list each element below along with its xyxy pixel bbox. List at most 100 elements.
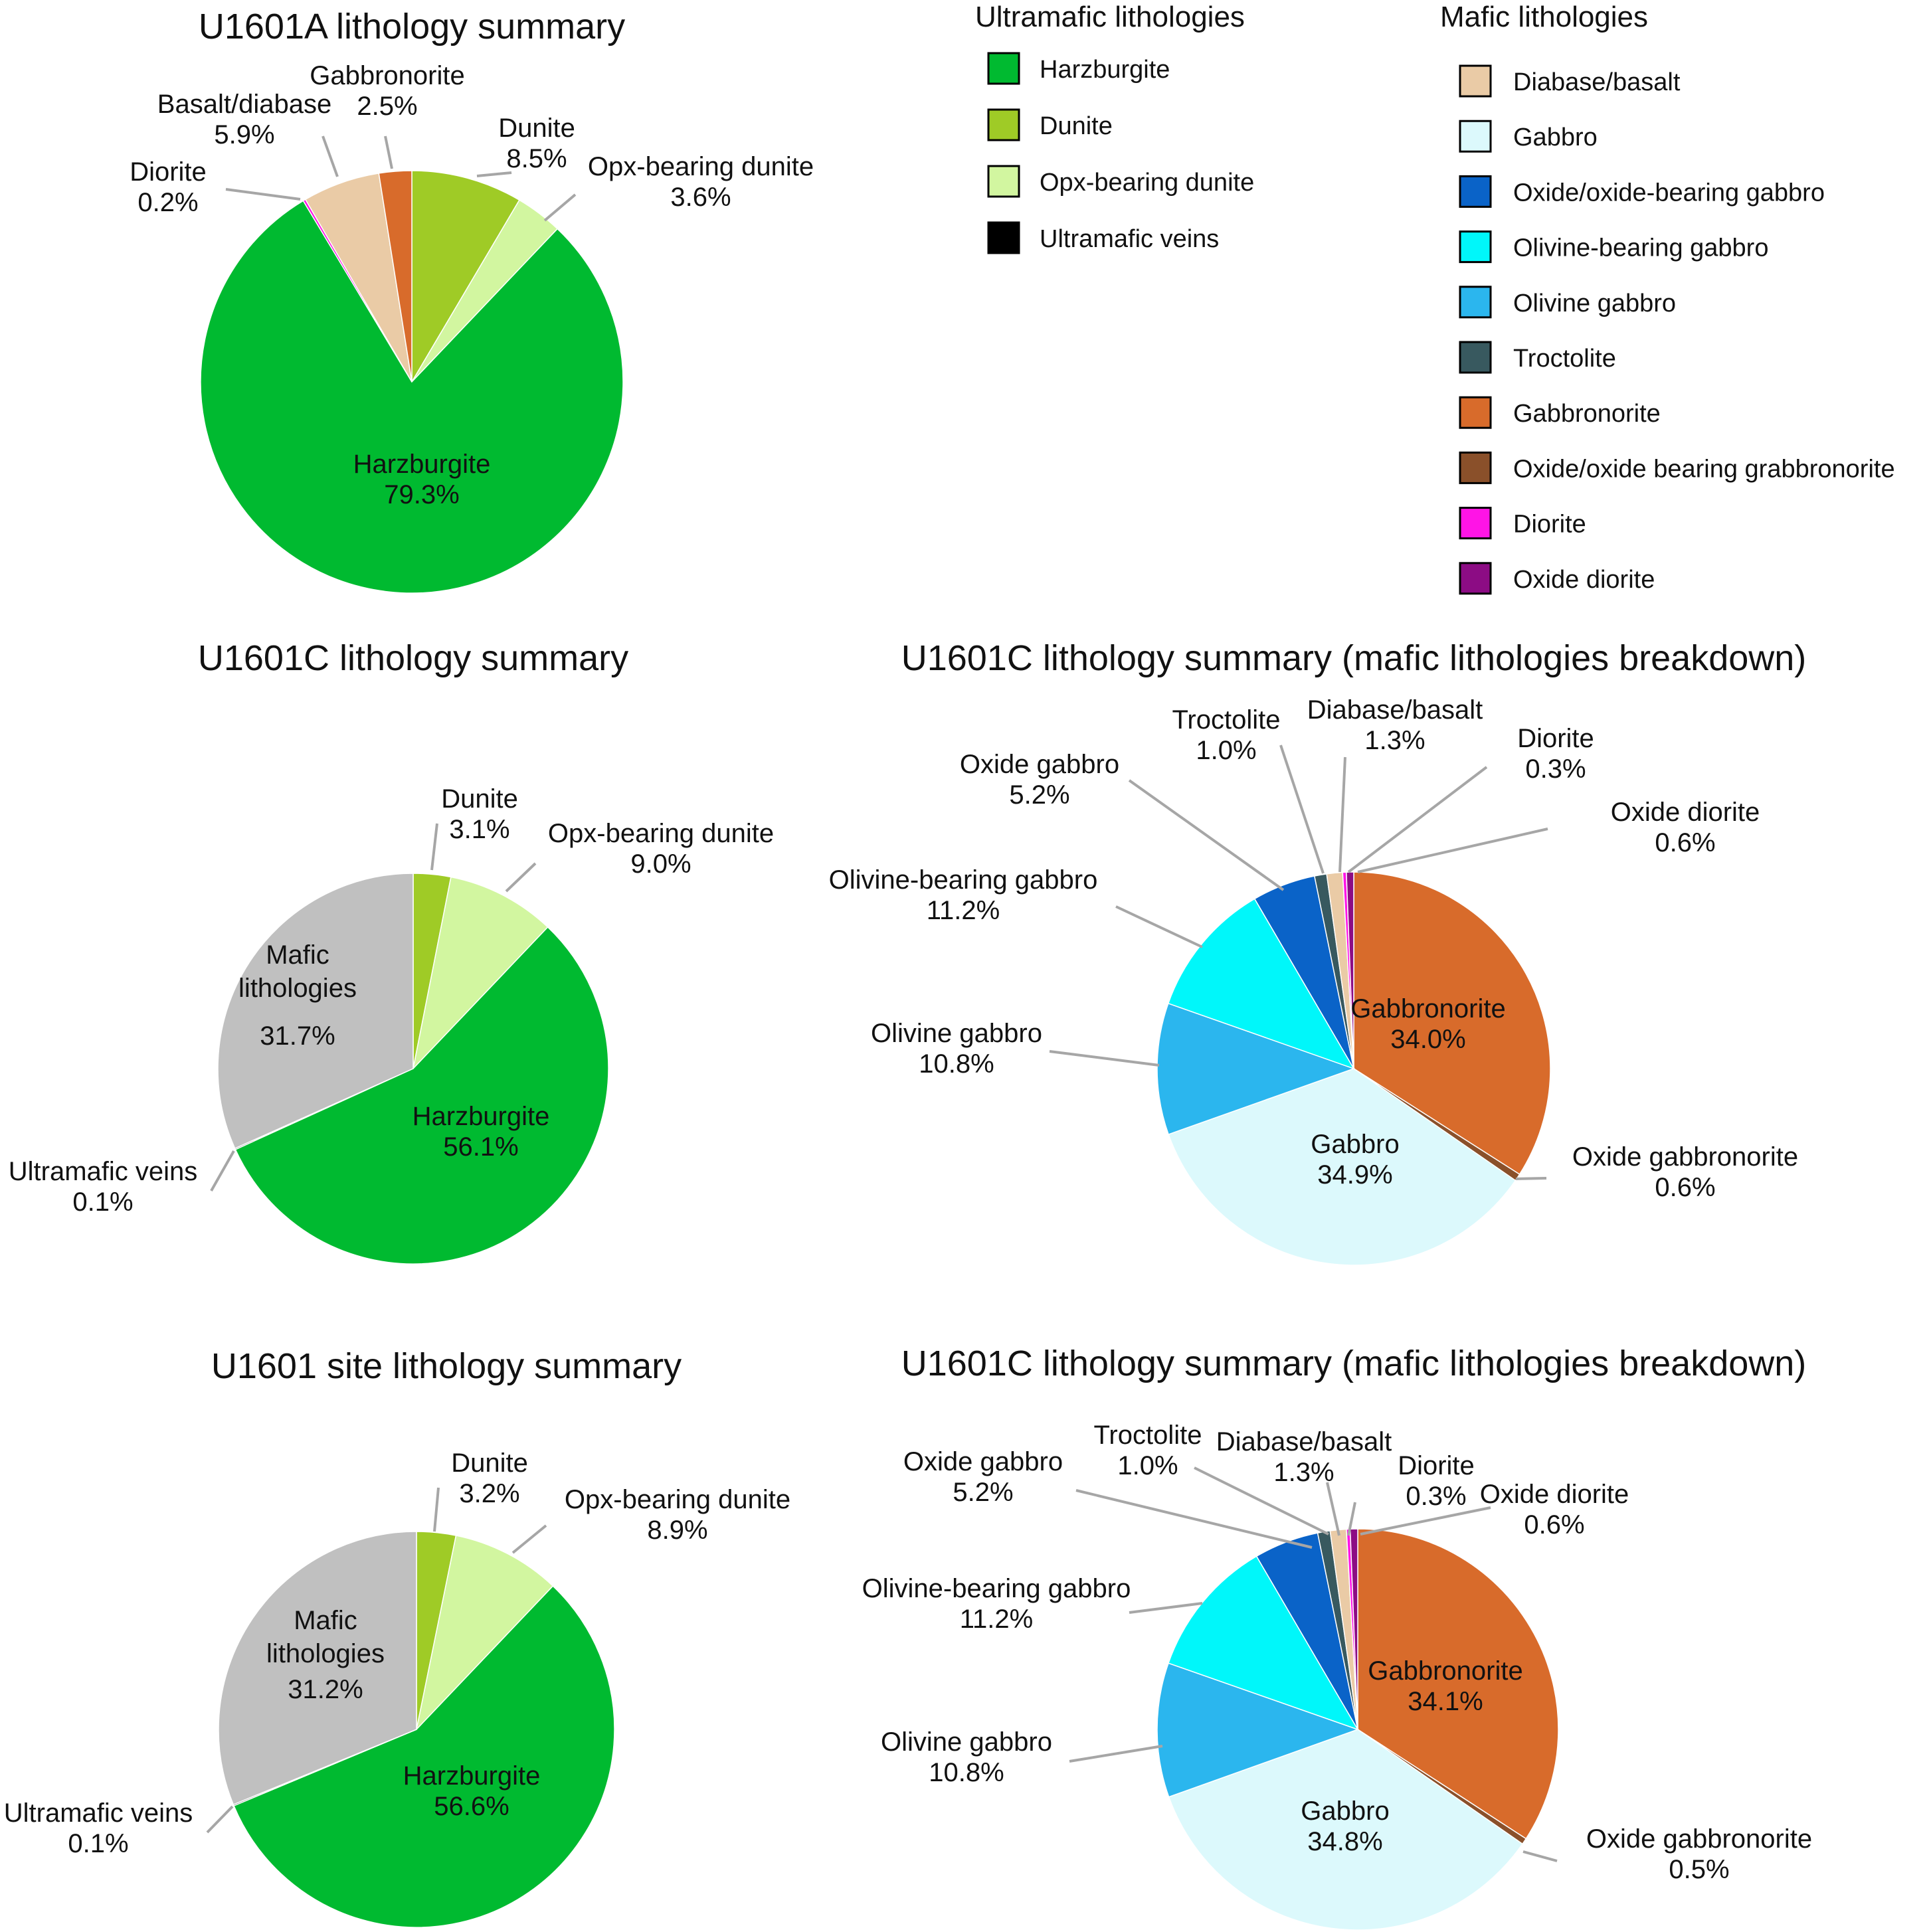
legend-item-oxide-oxide-bearing-grabbronorite: Oxide/oxide bearing grabbronorite — [1459, 451, 1895, 484]
leader-line — [433, 1487, 440, 1532]
slice-value: 34.1% — [1408, 1687, 1483, 1716]
slice-name: Mafic — [266, 940, 329, 970]
leader-line — [322, 135, 339, 177]
slice-name: Olivine gabbro — [881, 1727, 1052, 1757]
chart-title: U1601 site lithology summary — [211, 1346, 682, 1386]
slice-value: 31.2% — [288, 1675, 363, 1704]
slice-value: 34.9% — [1317, 1160, 1392, 1189]
pie-slice-mafic-lithologies — [218, 1531, 417, 1806]
leader-line — [1522, 1850, 1558, 1862]
legend-label: Opx-bearing dunite — [1040, 169, 1254, 197]
slice-name: Diabase/basalt — [1307, 695, 1483, 725]
legends: Ultramafic lithologies Harzburgite Dunite O… — [975, 1, 1895, 595]
leader-line — [1075, 1489, 1313, 1549]
pie-slice-mafic-lithologies — [217, 873, 414, 1150]
leader-line — [210, 1150, 235, 1191]
legend-swatch — [987, 221, 1020, 254]
legend-item-harzburgite: Harzburgite — [987, 52, 1170, 85]
leader-line — [511, 1524, 547, 1554]
slice-name: Gabbronorite — [1350, 994, 1505, 1023]
slice-value: 34.0% — [1390, 1025, 1465, 1054]
legend-item-troctolite: Troctolite — [1459, 341, 1616, 374]
slice-value: 1.0% — [1196, 736, 1256, 765]
pie-slice-olivine-gabbro — [1156, 1662, 1360, 1798]
slice-name: Diorite — [1517, 724, 1594, 753]
slice-value: 0.1% — [72, 1187, 133, 1217]
slice-value: 0.6% — [1655, 828, 1715, 857]
leader-line — [1128, 779, 1285, 891]
chart-title: U1601A lithology summary — [199, 7, 625, 46]
slice-value: 10.8% — [919, 1049, 994, 1079]
leader-line — [1360, 1506, 1491, 1536]
legend-label: Oxide/oxide-bearing gabbro — [1513, 179, 1825, 207]
slice-name: Oxide diorite — [1480, 1480, 1629, 1509]
leader-line — [384, 135, 393, 169]
legend-title: Ultramafic lithologies — [975, 1, 1245, 33]
slice-name: lithologies — [266, 1639, 385, 1668]
slice-name: Diorite — [130, 157, 207, 187]
slice-name: Diorite — [1398, 1451, 1475, 1480]
legend-swatch — [1459, 507, 1492, 540]
leader-line — [1049, 1050, 1160, 1067]
slice-value: 3.2% — [459, 1479, 519, 1508]
leader-line — [1515, 1177, 1547, 1180]
legend-label: Diabase/basalt — [1513, 68, 1681, 96]
slice-name: Oxide diorite — [1611, 798, 1760, 827]
pie-slice-gabbronorite — [1353, 871, 1551, 1176]
slice-value: 10.8% — [929, 1758, 1004, 1787]
legend-label: Ultramafic veins — [1040, 225, 1219, 253]
pie-slice-gabbro — [1168, 1068, 1517, 1266]
legend-item-dunite: Dunite — [987, 108, 1113, 141]
legend-swatch — [1459, 64, 1492, 98]
legend-swatch — [987, 52, 1020, 85]
slice-value: 31.7% — [260, 1021, 335, 1051]
leader-line — [543, 193, 577, 222]
slice-name: Dunite — [451, 1449, 528, 1478]
slice-name: Harzburgite — [353, 450, 491, 479]
slice-value: 0.1% — [68, 1829, 128, 1858]
pie-slice-olivine-gabbro — [1156, 1002, 1356, 1136]
slice-value: 1.3% — [1273, 1458, 1334, 1487]
legend-swatch — [1459, 230, 1492, 264]
slice-name: Ultramafic veins — [4, 1799, 193, 1828]
pie-slice-gabbro — [1168, 1729, 1524, 1931]
pie-slice-gabbronorite — [1357, 1528, 1559, 1840]
legend-mafic-lithologies: Mafic lithologies Diabase/basalt Gabbro Oxi… — [1440, 1, 1895, 595]
slice-value: 0.2% — [138, 188, 198, 217]
slice-name: Diabase/basalt — [1216, 1427, 1392, 1456]
leader-line — [1347, 1502, 1356, 1536]
leader-line — [1115, 905, 1203, 948]
slice-value: 3.1% — [449, 815, 509, 844]
slice-value: 5.2% — [953, 1478, 1013, 1507]
legend-item-gabbronorite: Gabbronorite — [1459, 396, 1661, 429]
legend-swatch — [1459, 175, 1492, 208]
pie-slice-dunite — [411, 170, 520, 384]
legend-label: Olivine gabbro — [1513, 290, 1676, 317]
slice-value: 0.6% — [1655, 1173, 1715, 1202]
slice-name: Ultramafic veins — [9, 1157, 198, 1186]
legend-item-olivine-bearing-gabbro: Olivine-bearing gabbro — [1459, 230, 1768, 264]
slice-name: Opx-bearing dunite — [565, 1485, 790, 1514]
legend-label: Olivine-bearing gabbro — [1513, 234, 1768, 262]
leader-line — [430, 823, 438, 871]
legend-label: Diorite — [1513, 511, 1586, 539]
chart-title: U1601C lithology summary (mafic litholog… — [901, 1344, 1807, 1383]
legend-ultramafic-lithologies: Ultramafic lithologies Harzburgite Dunite O… — [975, 1, 1254, 254]
slice-name: Olivine gabbro — [871, 1019, 1042, 1048]
